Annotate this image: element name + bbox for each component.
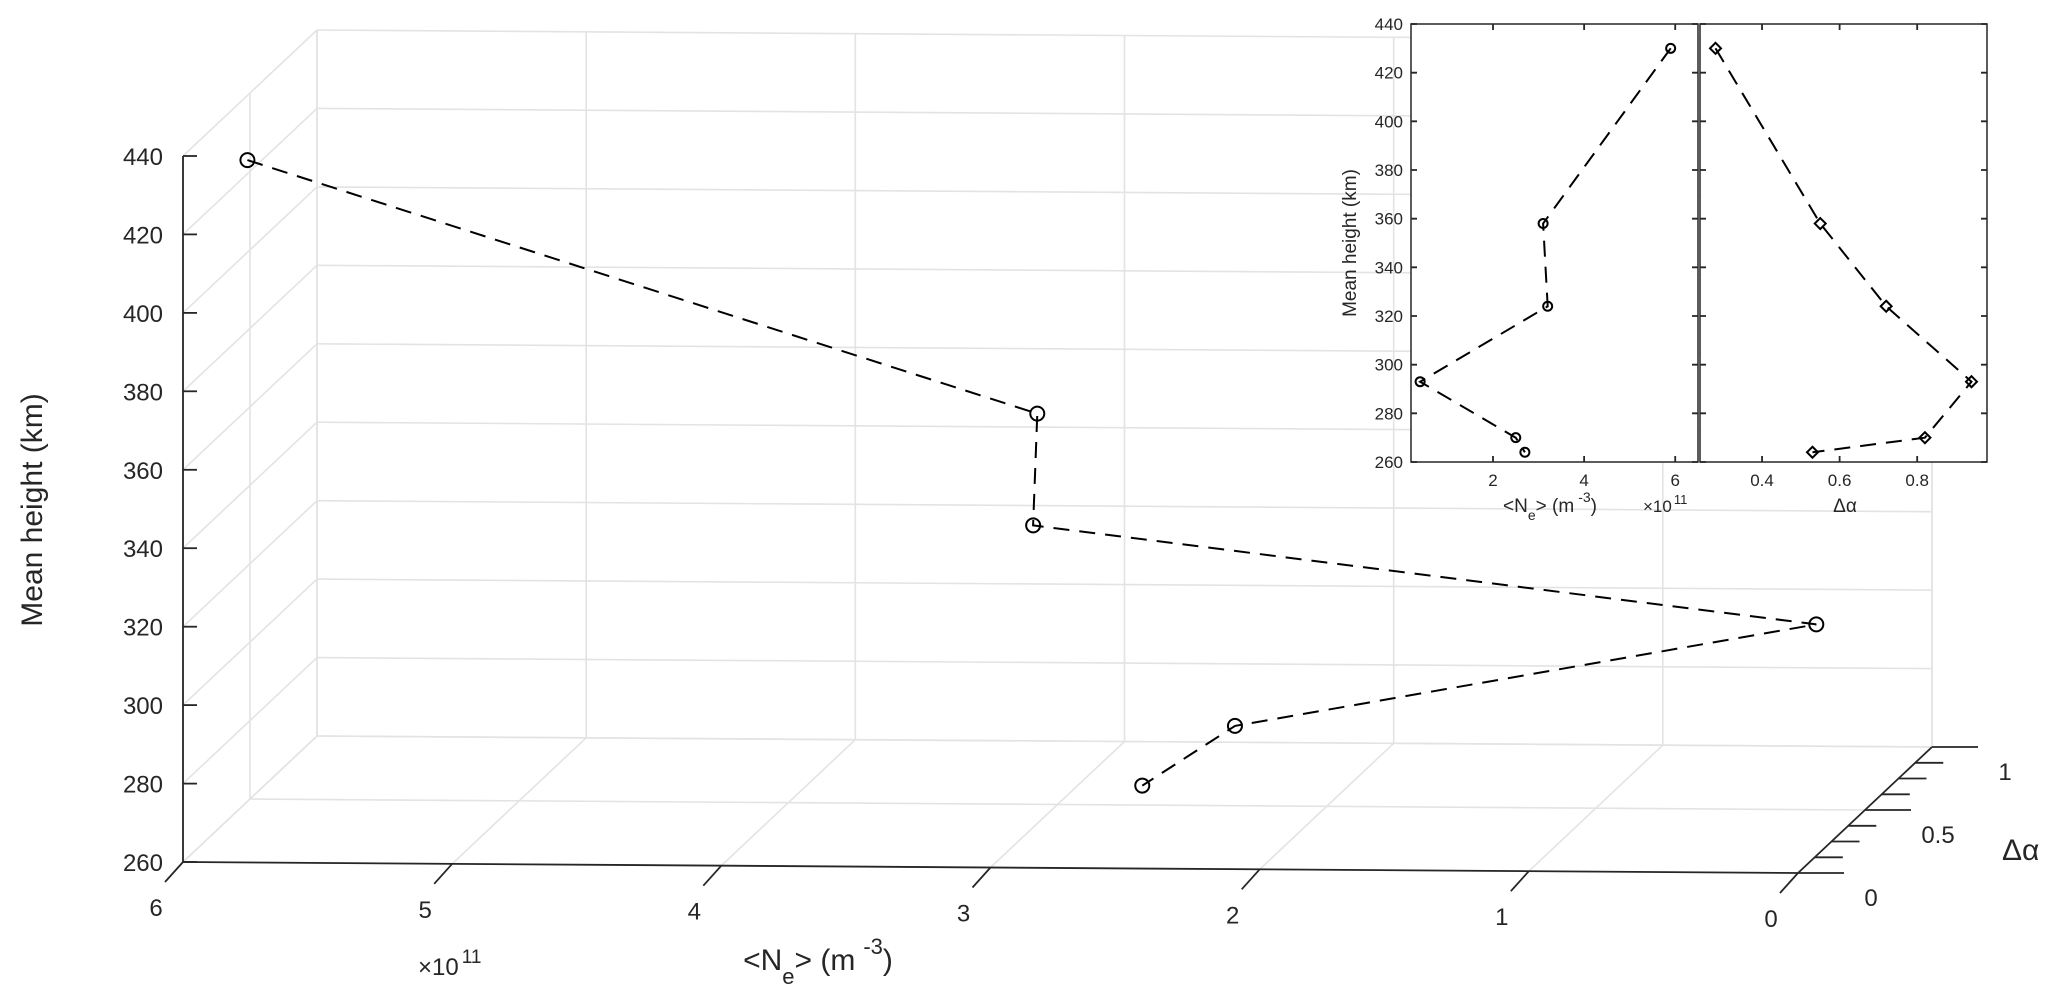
inset-data-point-marker — [1918, 430, 1932, 445]
z-tick-label: 340 — [123, 536, 163, 563]
inset-data-point-marker — [1708, 41, 1723, 56]
inset-y-tick-label: 400 — [1375, 112, 1403, 131]
z-tick-label: 260 — [123, 850, 163, 877]
x-axis-label-sub: e — [782, 964, 794, 989]
inset-delta-alpha-chart: 0.4 0.6 0.8 Δα — [1699, 23, 1988, 517]
inset-series-line — [1714, 47, 1973, 454]
inset-y-tick-label: 300 — [1375, 356, 1403, 375]
inset-x-axis-multiplier-base: ×10 — [1643, 497, 1672, 516]
x-tick — [433, 863, 453, 885]
x-axis-label-sup: -3 — [863, 934, 883, 959]
inset-x-tick-label: 0.8 — [1905, 471, 1929, 490]
inset-y-tick-label: 420 — [1375, 64, 1403, 83]
inset-ne-chart: 260 280 300 320 340 360 380 400 420 440 Mean heigh… — [1340, 15, 1699, 523]
inset-frame — [1699, 23, 1988, 463]
x-tick — [971, 866, 992, 889]
inset-y-tick-label: 320 — [1375, 307, 1403, 326]
x-tick-label: 0 — [1764, 906, 1777, 933]
inset-y-tick-label: 440 — [1375, 15, 1403, 34]
inset-data-point-marker — [1879, 299, 1894, 314]
series-line — [247, 159, 1817, 787]
inset-y-tick-label: 280 — [1375, 404, 1403, 423]
x-tick-label: 1 — [1495, 904, 1508, 931]
inset-data-point-marker — [1813, 216, 1828, 231]
data-point-marker — [1134, 777, 1151, 794]
x-tick-label: 3 — [957, 901, 970, 928]
x-axis-multiplier: ×10 11 — [418, 947, 481, 981]
data-point-marker — [1808, 616, 1825, 633]
inset-x-tick-label: 0.4 — [1750, 471, 1774, 490]
inset-y-tick-label: 340 — [1375, 258, 1403, 277]
inset-y-tick-label: 380 — [1375, 161, 1403, 180]
x-tick — [702, 865, 722, 887]
x-axis-label-mid: > (m — [795, 944, 856, 977]
inset-x-axis-label-base: <N — [1503, 496, 1528, 517]
inset-data-point-marker — [1542, 300, 1554, 312]
x-tick-label: 6 — [149, 895, 162, 922]
z-tick-label: 400 — [123, 301, 163, 328]
inset-data-point-marker — [1414, 376, 1426, 388]
x-tick-label: 2 — [1226, 902, 1239, 929]
x-axis-multiplier-base: ×10 — [418, 954, 459, 981]
data-point-marker — [1226, 717, 1243, 734]
inset-x-axis-label-sub: e — [1528, 507, 1536, 523]
x-axis-label-base: <N — [743, 944, 782, 977]
inset-x-tick-label: 6 — [1670, 471, 1679, 490]
data-point-marker — [1025, 517, 1042, 534]
inset-y-axis-label: Mean height (km) — [1340, 169, 1361, 317]
inset-x-axis-label-mid: > (m — [1536, 496, 1575, 517]
x-axis-label-end: ) — [883, 944, 893, 977]
inset-data-point-marker — [1665, 42, 1677, 54]
inset-x-tick-label: 2 — [1488, 471, 1497, 490]
z-tick-label: 440 — [123, 144, 163, 171]
axes — [164, 155, 1978, 894]
inset-y-tick-label: 360 — [1375, 210, 1403, 229]
inset-x-tick-label: 0.6 — [1828, 471, 1852, 490]
x-tick — [1510, 870, 1530, 892]
inset-x-axis-label: <Ne> (m -3) — [1503, 489, 1597, 523]
inset-x-axis-label-sup: -3 — [1578, 489, 1591, 505]
z-tick-label: 380 — [123, 379, 163, 406]
y-tick-label: 0 — [1864, 885, 1877, 912]
z-tick-label: 300 — [123, 693, 163, 720]
inset-data-point-marker — [1510, 432, 1522, 444]
x-axis-multiplier-exp: 11 — [462, 947, 482, 968]
data-point-marker — [1029, 405, 1046, 422]
inset-data-point-marker — [1805, 445, 1820, 460]
z-tick-label: 360 — [123, 458, 163, 485]
inset-series-line — [1418, 47, 1672, 453]
z-tick-label: 320 — [123, 615, 163, 642]
x-tick — [164, 861, 184, 883]
z-tick-label: 420 — [123, 222, 163, 249]
data-point-marker — [239, 152, 256, 169]
inset-x-axis-multiplier: ×10 11 — [1643, 492, 1687, 516]
x-tick — [1779, 872, 1799, 894]
x-tick-label: 5 — [418, 897, 431, 924]
inset-data-point-marker — [1964, 374, 1979, 389]
y-axis-label: Δα — [2002, 834, 2039, 867]
inset-frame — [1410, 23, 1699, 463]
inset-x-axis-label-delta-alpha: Δα — [1833, 496, 1857, 517]
inset-y-tick-label: 260 — [1375, 453, 1403, 472]
inset-x-tick-label: 4 — [1579, 471, 1588, 490]
grid-line-floor-da — [316, 735, 1933, 748]
y-tick-label: 1 — [1998, 759, 2011, 786]
inset-data-point-marker — [1519, 446, 1531, 458]
grid-line-floor-da — [249, 798, 1866, 811]
inset-data-point-marker — [1537, 218, 1549, 230]
x-axis-label: <Ne> (m -3) — [743, 934, 893, 989]
inset-x-axis-multiplier-exp: 11 — [1674, 492, 1688, 507]
y-tick-label: 0.5 — [1921, 822, 1954, 849]
x-tick-label: 4 — [688, 899, 701, 926]
main-3d-chart: 260 280 300 320 340 360 380 400 420 440 6 5 4 3 2 1 0 0 0.… — [16, 29, 2039, 989]
z-axis-label: Mean height (km) — [16, 393, 49, 626]
x-tick — [1241, 868, 1261, 890]
inset-x-axis-label-end: ) — [1591, 496, 1597, 517]
z-tick-label: 280 — [123, 772, 163, 799]
